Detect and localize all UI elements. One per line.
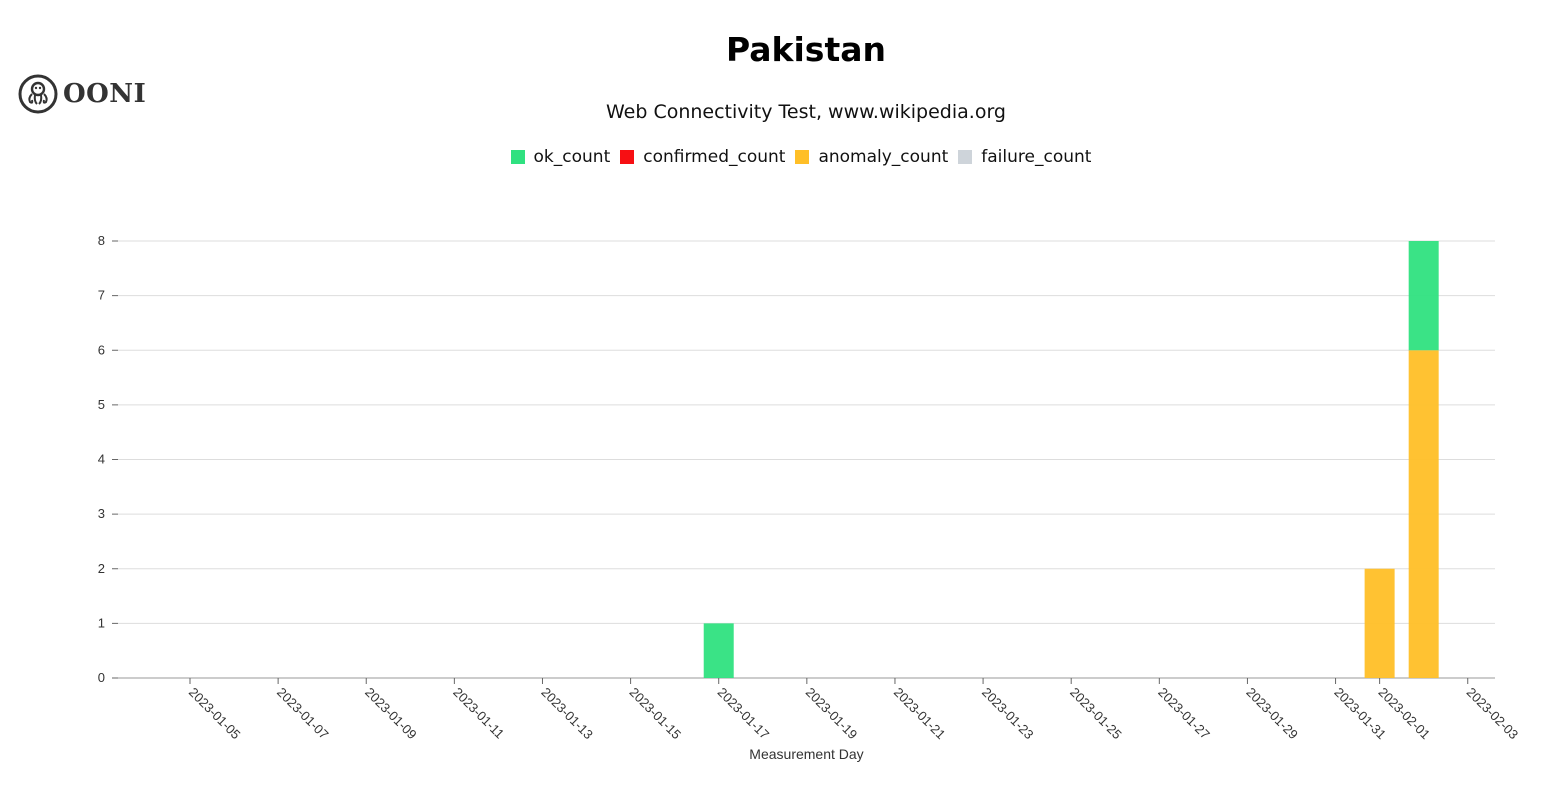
legend-item-failure-count[interactable]: failure_count bbox=[958, 147, 1091, 167]
x-tick-label: 2023-01-19 bbox=[803, 685, 861, 743]
x-tick-label: 2023-01-07 bbox=[274, 685, 332, 743]
x-tick-label: 2023-01-27 bbox=[1155, 685, 1213, 743]
x-tick-label: 2023-01-05 bbox=[186, 685, 244, 743]
bar-ok-count bbox=[703, 623, 734, 678]
octopus-icon bbox=[18, 74, 58, 114]
y-tick-label: 6 bbox=[98, 342, 105, 357]
legend-swatch bbox=[795, 150, 810, 164]
x-tick-label: 2023-01-25 bbox=[1067, 685, 1125, 743]
x-tick-label: 2023-01-13 bbox=[538, 685, 596, 743]
bar-anomaly-count bbox=[1364, 568, 1395, 678]
chart-title: Pakistan bbox=[725, 30, 886, 69]
legend-item-confirmed-count[interactable]: confirmed_count bbox=[620, 147, 785, 167]
logo-text: OONI bbox=[63, 79, 147, 109]
chart-subtitle: Web Connectivity Test, www.wikipedia.org bbox=[605, 101, 1006, 123]
x-tick-label: 2023-01-29 bbox=[1243, 685, 1301, 743]
legend-item-anomaly-count[interactable]: anomaly_count bbox=[795, 147, 948, 167]
legend-item-ok-count[interactable]: ok_count bbox=[510, 147, 611, 167]
ooni-logo: OONI bbox=[18, 74, 146, 114]
x-tick-label: 2023-01-21 bbox=[891, 685, 949, 743]
legend-swatch bbox=[958, 150, 973, 164]
y-tick-label: 2 bbox=[98, 561, 105, 576]
y-tick-label: 5 bbox=[98, 397, 105, 412]
legend-label: failure_count bbox=[981, 147, 1092, 167]
x-tick-label: 2023-01-09 bbox=[362, 685, 420, 743]
x-tick-label: 2023-01-15 bbox=[626, 685, 684, 743]
y-tick-label: 1 bbox=[98, 615, 105, 630]
y-tick-label: 3 bbox=[98, 506, 105, 521]
chart-legend: ok_count confirmed_count anomaly_count fail… bbox=[0, 147, 1545, 167]
y-tick-label: 7 bbox=[98, 288, 105, 303]
legend-swatch bbox=[620, 150, 635, 164]
y-tick-label: 4 bbox=[98, 452, 105, 467]
legend-label: anomaly_count bbox=[818, 147, 949, 167]
y-tick-label: 8 bbox=[98, 233, 105, 248]
legend-label: ok_count bbox=[533, 147, 611, 167]
x-axis-title: Measurement Day bbox=[749, 746, 863, 762]
legend-swatch bbox=[510, 150, 525, 164]
x-tick-label: 2023-01-23 bbox=[979, 685, 1037, 743]
x-tick-label: 2023-01-17 bbox=[715, 685, 773, 743]
legend-label: confirmed_count bbox=[643, 147, 786, 167]
bar-ok-count bbox=[1408, 241, 1439, 351]
x-tick-label: 2023-02-03 bbox=[1464, 685, 1522, 743]
bar-anomaly-count bbox=[1408, 350, 1439, 678]
x-tick-label: 2023-01-11 bbox=[450, 685, 507, 742]
y-tick-label: 0 bbox=[98, 670, 105, 685]
